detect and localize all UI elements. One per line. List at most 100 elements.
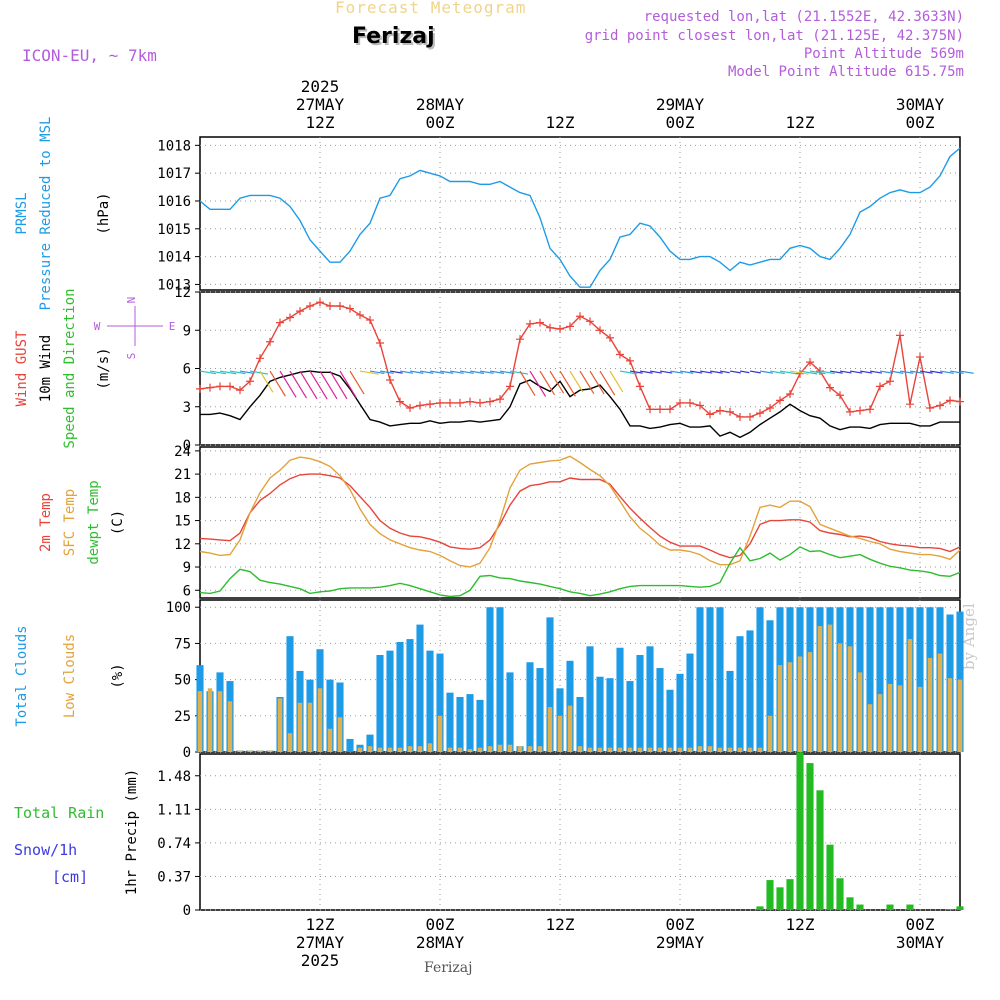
gust-marker (656, 405, 664, 414)
y-tick-label: 6 (183, 362, 191, 378)
series-line-2 (199, 546, 961, 598)
wind-arrow (789, 370, 809, 375)
bar-1 (617, 747, 623, 752)
wind-arrow (409, 370, 424, 374)
y-axis-label: PRMSL (14, 192, 30, 234)
bar-1 (517, 746, 523, 752)
y-tick-label: 100 (166, 600, 191, 616)
time-label-top: 00Z (666, 113, 695, 132)
bar-1 (197, 691, 203, 752)
y-axis-label: (%) (110, 663, 126, 688)
y-tick-label: 75 (174, 636, 191, 652)
bar-1 (557, 715, 563, 752)
compass-south: S (125, 353, 138, 360)
bar-1 (767, 715, 773, 752)
bar-1 (447, 747, 453, 752)
wind-arrow (769, 370, 785, 375)
wind-arrow (959, 370, 974, 374)
bar-0 (546, 617, 554, 752)
wind-arrow (909, 370, 924, 374)
wind-arrow (429, 370, 445, 374)
gust-marker (566, 322, 574, 331)
bar-0 (766, 620, 774, 752)
compass-rose: N S W E (94, 297, 176, 360)
wind-arrow (879, 370, 894, 374)
wind-arrow (889, 370, 904, 374)
bar-0 (436, 653, 444, 752)
gust-marker (556, 324, 564, 333)
panel-frame (199, 753, 961, 911)
bar-1 (537, 746, 543, 752)
wind-arrow (239, 370, 255, 375)
bar-1 (737, 747, 743, 752)
y-tick-label: 12 (174, 285, 191, 301)
bar-0 (476, 699, 484, 752)
y-tick-label: 1014 (157, 250, 191, 266)
time-label-top: 00Z (426, 113, 455, 132)
wind-arrow (539, 370, 556, 396)
gust-marker (516, 335, 524, 344)
gust-marker (436, 398, 444, 407)
panel-3: 0 25 50 75 100 Total Clouds Low Clouds (%) (14, 599, 964, 761)
bar-0 (496, 607, 504, 752)
gust-marker (526, 319, 534, 328)
gust-marker (906, 400, 914, 409)
bar-0 (506, 672, 514, 752)
time-label-top: 12Z (306, 113, 335, 132)
y-axis-label: Speed and Direction (62, 288, 78, 448)
y-axis-label: (hPa) (96, 192, 112, 234)
bar-0 (576, 696, 584, 752)
bar-1 (497, 744, 503, 752)
gust-marker (206, 383, 214, 392)
gust-marker (496, 395, 504, 404)
gust-marker (676, 398, 684, 407)
bar-1 (947, 678, 953, 752)
bar-1 (847, 646, 853, 752)
bar-0 (956, 906, 964, 910)
bar-1 (697, 746, 703, 752)
time-label-bottom: 28MAY (416, 933, 465, 952)
bar-0 (946, 909, 954, 910)
gust-marker (936, 401, 944, 410)
location-title: Ferizaj (352, 24, 435, 49)
time-label-bottom: 12Z (306, 915, 335, 934)
bar-0 (676, 673, 684, 752)
bar-0 (716, 607, 724, 752)
y-axis-label: Wind GUST (14, 330, 30, 406)
gust-marker (886, 377, 894, 386)
wind-arrow (569, 370, 584, 393)
bar-1 (887, 683, 893, 752)
wind-arrow (609, 370, 624, 393)
gust-marker (716, 406, 724, 415)
wind-arrow (919, 370, 933, 374)
bar-0 (416, 624, 424, 752)
bar-1 (457, 747, 463, 752)
bar-1 (387, 747, 393, 752)
bar-0 (366, 734, 374, 752)
wind-arrow (779, 370, 797, 375)
wind-arrow (619, 370, 638, 375)
gust-marker (486, 397, 494, 406)
bar-1 (357, 747, 363, 752)
wind-arrow (449, 370, 464, 374)
panel-0: 1013 1014 1015 1016 1017 1018 PRMSL Pressure Re… (14, 117, 961, 310)
y-tick-label: 12 (174, 537, 191, 553)
precip-legend-item: [cm] (52, 868, 88, 886)
wind-arrow (319, 370, 338, 400)
bar-1 (257, 750, 263, 752)
gust-marker (646, 405, 654, 414)
wind-arrow (269, 370, 286, 397)
wind-arrow (649, 370, 662, 374)
gust-marker (306, 302, 314, 311)
y-tick-label: 9 (183, 560, 191, 576)
wind-arrow (579, 370, 595, 395)
point-altitude: Point Altitude 569m (803, 46, 964, 62)
bar-0 (836, 878, 844, 910)
wind-arrow (279, 370, 297, 398)
y-tick-label: 18 (174, 490, 191, 506)
y-tick-label: 6 (183, 583, 191, 599)
gust-marker (596, 326, 604, 335)
wind-arrow (419, 370, 434, 374)
gust-marker (856, 406, 864, 415)
gust-marker (776, 396, 784, 405)
